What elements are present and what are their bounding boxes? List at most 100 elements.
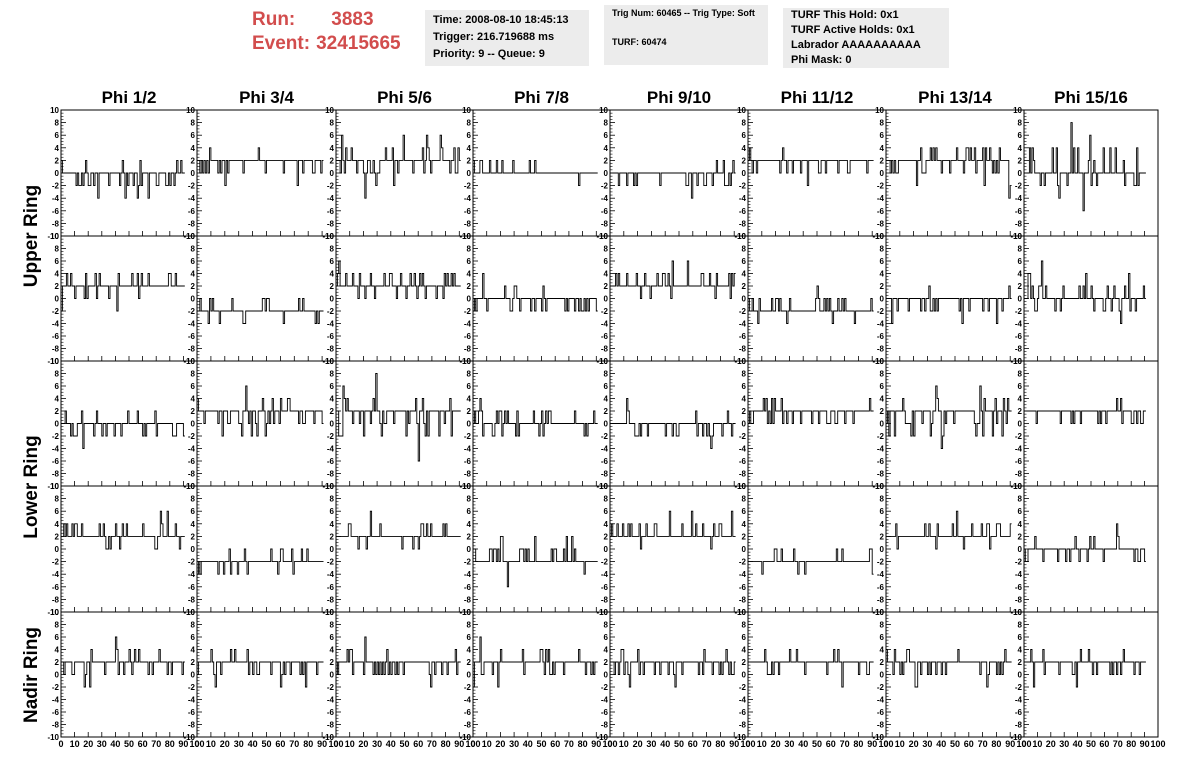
y-tick-label: 8 bbox=[467, 370, 472, 379]
y-tick-label: 2 bbox=[880, 407, 885, 416]
y-tick-label: 10 bbox=[186, 608, 195, 617]
turf-text: TURF: 60474 bbox=[612, 37, 667, 47]
panel-frame bbox=[196, 611, 337, 738]
y-tick-label: 2 bbox=[880, 282, 885, 291]
waveform-trace bbox=[473, 273, 598, 312]
x-tick-label: 0 bbox=[745, 739, 750, 749]
x-tick-label: 80 bbox=[715, 739, 725, 749]
y-tick-label: 0 bbox=[1018, 295, 1023, 304]
waveform-trace bbox=[197, 385, 324, 437]
y-tick-label: 0 bbox=[191, 169, 196, 178]
y-tick-label: -2 bbox=[464, 683, 472, 692]
y-tick-label: 2 bbox=[467, 156, 472, 165]
y-tick-label: 10 bbox=[462, 106, 471, 115]
x-tick-label: 90 bbox=[178, 739, 188, 749]
y-tick-label: -8 bbox=[52, 470, 60, 479]
y-tick-label: -4 bbox=[52, 194, 60, 203]
y-tick-label: -2 bbox=[327, 683, 335, 692]
x-tick-label: 70 bbox=[289, 739, 299, 749]
x-tick-label: 80 bbox=[165, 739, 175, 749]
y-tick-label: 4 bbox=[604, 520, 609, 529]
y-tick-label: -6 bbox=[464, 332, 472, 341]
y-tick-label: -10 bbox=[596, 733, 608, 742]
waveform-trace bbox=[1024, 398, 1146, 424]
y-tick-label: -4 bbox=[739, 696, 747, 705]
y-tick-label: -10 bbox=[1010, 733, 1022, 742]
y-tick-label: 0 bbox=[191, 295, 196, 304]
trig-info-box: Trig Num: 60465 -- Trig Type: Soft TURF:… bbox=[604, 5, 768, 65]
y-tick-label: -8 bbox=[1015, 721, 1023, 730]
y-tick-label: 8 bbox=[880, 370, 885, 379]
y-tick-label: -6 bbox=[327, 457, 335, 466]
x-tick-label: 80 bbox=[441, 739, 451, 749]
y-tick-label: 0 bbox=[742, 545, 747, 554]
y-tick-label: 0 bbox=[467, 545, 472, 554]
run-label: Run: bbox=[252, 9, 296, 30]
y-tick-label: -6 bbox=[877, 457, 885, 466]
y-tick-label: -6 bbox=[877, 332, 885, 341]
y-tick-label: -2 bbox=[464, 307, 472, 316]
y-tick-label: 6 bbox=[467, 131, 472, 140]
x-tick-label: 50 bbox=[674, 739, 684, 749]
x-tick-label: 30 bbox=[646, 739, 656, 749]
y-tick-label: -4 bbox=[188, 696, 196, 705]
y-tick-label: 4 bbox=[880, 520, 885, 529]
x-tick-label: 60 bbox=[550, 739, 560, 749]
waveform-trace bbox=[197, 298, 324, 324]
panel-frame bbox=[60, 485, 198, 613]
y-tick-label: -2 bbox=[877, 182, 885, 191]
y-tick-label: -4 bbox=[52, 696, 60, 705]
y-tick-label: 0 bbox=[880, 671, 885, 680]
x-tick-label: 20 bbox=[220, 739, 230, 749]
x-tick-label: 30 bbox=[97, 739, 107, 749]
y-tick-label: -8 bbox=[188, 345, 196, 354]
y-tick-label: 2 bbox=[604, 407, 609, 416]
y-tick-label: -4 bbox=[464, 194, 472, 203]
event-number: 32415665 bbox=[316, 33, 401, 54]
y-tick-label: 4 bbox=[880, 395, 885, 404]
y-tick-label: 8 bbox=[880, 119, 885, 128]
trig-num-text: Trig Num: 60465 -- Trig Type: Soft bbox=[612, 8, 755, 18]
column-header: Phi 1/2 bbox=[101, 88, 157, 107]
y-tick-label: -8 bbox=[327, 470, 335, 479]
y-tick-label: 2 bbox=[191, 156, 196, 165]
x-tick-label: 20 bbox=[495, 739, 505, 749]
y-tick-label: -6 bbox=[1015, 457, 1023, 466]
x-tick-label: 20 bbox=[1046, 739, 1056, 749]
x-tick-label: 60 bbox=[138, 739, 148, 749]
column-header: Phi 11/12 bbox=[780, 88, 854, 107]
y-tick-label: -2 bbox=[1015, 307, 1023, 316]
y-tick-label: 0 bbox=[604, 169, 609, 178]
waveform-trace bbox=[336, 373, 461, 462]
y-tick-label: 6 bbox=[880, 257, 885, 266]
waveform-trace bbox=[336, 510, 461, 550]
x-tick-label: 50 bbox=[261, 739, 271, 749]
y-tick-label: 2 bbox=[55, 658, 60, 667]
y-tick-label: -8 bbox=[464, 345, 472, 354]
y-tick-label: 6 bbox=[55, 257, 60, 266]
y-tick-label: -6 bbox=[739, 332, 747, 341]
y-tick-label: 10 bbox=[186, 232, 195, 241]
y-tick-label: 4 bbox=[55, 395, 60, 404]
y-tick-label: 0 bbox=[467, 671, 472, 680]
y-tick-label: -4 bbox=[877, 445, 885, 454]
y-tick-label: -8 bbox=[327, 721, 335, 730]
y-tick-label: -6 bbox=[601, 457, 609, 466]
y-tick-label: -4 bbox=[327, 696, 335, 705]
waveform-trace bbox=[473, 636, 598, 688]
y-tick-label: -8 bbox=[739, 470, 747, 479]
panel-frame bbox=[60, 235, 198, 362]
y-tick-label: -6 bbox=[52, 583, 60, 592]
y-tick-label: 10 bbox=[737, 482, 746, 491]
y-tick-label: 6 bbox=[191, 131, 196, 140]
y-tick-label: 8 bbox=[55, 370, 60, 379]
y-tick-label: 8 bbox=[55, 119, 60, 128]
y-tick-label: 6 bbox=[1018, 507, 1023, 516]
waveform-trace bbox=[1024, 260, 1146, 324]
y-tick-label: 4 bbox=[330, 646, 335, 655]
y-tick-label: -6 bbox=[1015, 708, 1023, 717]
y-tick-label: -6 bbox=[464, 583, 472, 592]
